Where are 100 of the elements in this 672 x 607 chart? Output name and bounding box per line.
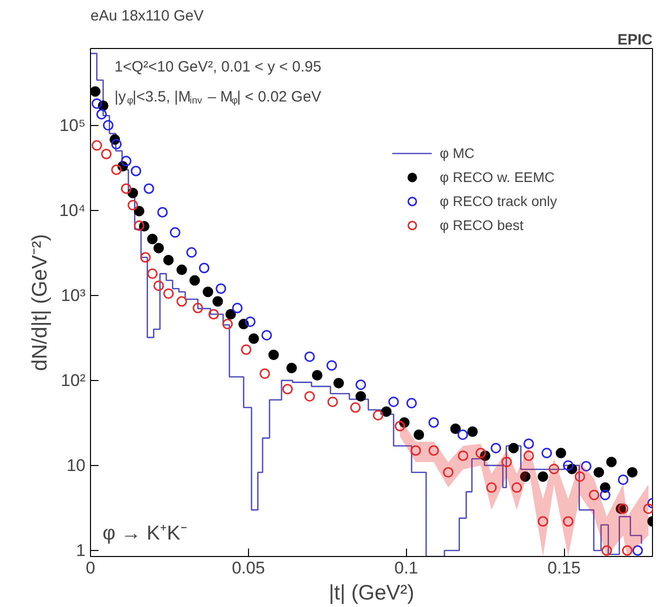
point: [189, 275, 200, 286]
point: [523, 438, 534, 449]
point: [153, 280, 164, 291]
point: [428, 417, 439, 428]
point: [111, 164, 122, 176]
point: [458, 450, 468, 462]
point: [92, 98, 102, 109]
point: [350, 402, 361, 413]
point: [216, 283, 226, 294]
point: [381, 406, 392, 417]
y-tick-label: 10³: [60, 286, 86, 305]
point: [356, 379, 366, 390]
point: [134, 206, 144, 216]
point: [147, 268, 158, 279]
point: [618, 474, 628, 485]
point: [457, 429, 468, 440]
point: [225, 309, 236, 320]
point: [627, 467, 638, 478]
point: [594, 467, 604, 478]
y-tick-label: 10: [66, 456, 86, 475]
point: [520, 471, 531, 482]
point: [186, 247, 197, 258]
x-tick-label: 0: [86, 558, 96, 578]
point: [304, 351, 315, 362]
y-tick-label: 10⁴: [59, 200, 86, 220]
point: [111, 138, 122, 150]
point: [548, 464, 560, 474]
point: [508, 442, 519, 454]
point: [163, 288, 174, 299]
point: [643, 503, 652, 514]
point: [130, 166, 142, 176]
point: [414, 429, 424, 440]
point: [176, 296, 187, 307]
point: [192, 302, 204, 314]
y-tick-label: 10²: [60, 370, 86, 390]
point: [282, 384, 293, 394]
point: [96, 108, 107, 120]
point: [202, 286, 214, 298]
point: [140, 252, 151, 263]
point: [538, 471, 548, 482]
x-axis-title: |t| (GeV²): [328, 582, 414, 604]
point: [538, 516, 548, 527]
point: [268, 350, 279, 360]
point: [574, 471, 586, 482]
point: [541, 448, 552, 458]
point: [212, 296, 223, 307]
point: [490, 442, 502, 454]
legend-label: φ RECO track only: [440, 193, 557, 209]
point: [601, 545, 612, 556]
point: [153, 242, 164, 254]
point: [356, 391, 366, 402]
point: [394, 420, 406, 432]
x-tick-label: 0.1: [394, 558, 418, 578]
point: [562, 460, 574, 471]
point: [410, 445, 421, 456]
point: [327, 396, 338, 408]
point: [501, 456, 512, 468]
point: [632, 545, 643, 556]
point: [588, 490, 600, 500]
point: [198, 262, 210, 274]
legend-label: φ RECO best: [440, 217, 524, 233]
point: [312, 370, 322, 380]
text: EPIC: [617, 32, 653, 48]
point: [523, 450, 534, 462]
chart-title: eAu 18x110 GeV: [90, 8, 204, 24]
point: [372, 410, 384, 420]
point: [442, 467, 454, 478]
x-tick-label: 0.15: [548, 558, 581, 578]
point: [163, 254, 174, 266]
point: [511, 482, 522, 493]
point: [170, 227, 180, 238]
point: [467, 426, 478, 437]
point: [92, 140, 102, 151]
point: [260, 368, 270, 379]
point: [90, 86, 100, 97]
point: [562, 516, 574, 527]
point: [232, 302, 243, 314]
point: [208, 309, 219, 320]
legend-label: φ RECO w. EEMC: [440, 169, 555, 185]
point: [147, 234, 158, 244]
point: [134, 220, 144, 231]
point: [144, 183, 154, 194]
point: [304, 391, 315, 402]
legend-label: φ MC: [440, 145, 475, 161]
point: [120, 183, 132, 194]
point: [406, 398, 417, 408]
point: [176, 264, 187, 276]
point: [102, 120, 114, 131]
point: [600, 490, 610, 500]
point: [157, 206, 168, 218]
point: [128, 188, 138, 198]
point: [128, 200, 138, 210]
point: [120, 156, 132, 166]
point: [222, 318, 233, 330]
point: [248, 333, 259, 344]
point: [261, 330, 272, 340]
point: [101, 148, 112, 160]
point: [326, 360, 337, 371]
point: [286, 362, 297, 374]
point: [556, 448, 566, 458]
